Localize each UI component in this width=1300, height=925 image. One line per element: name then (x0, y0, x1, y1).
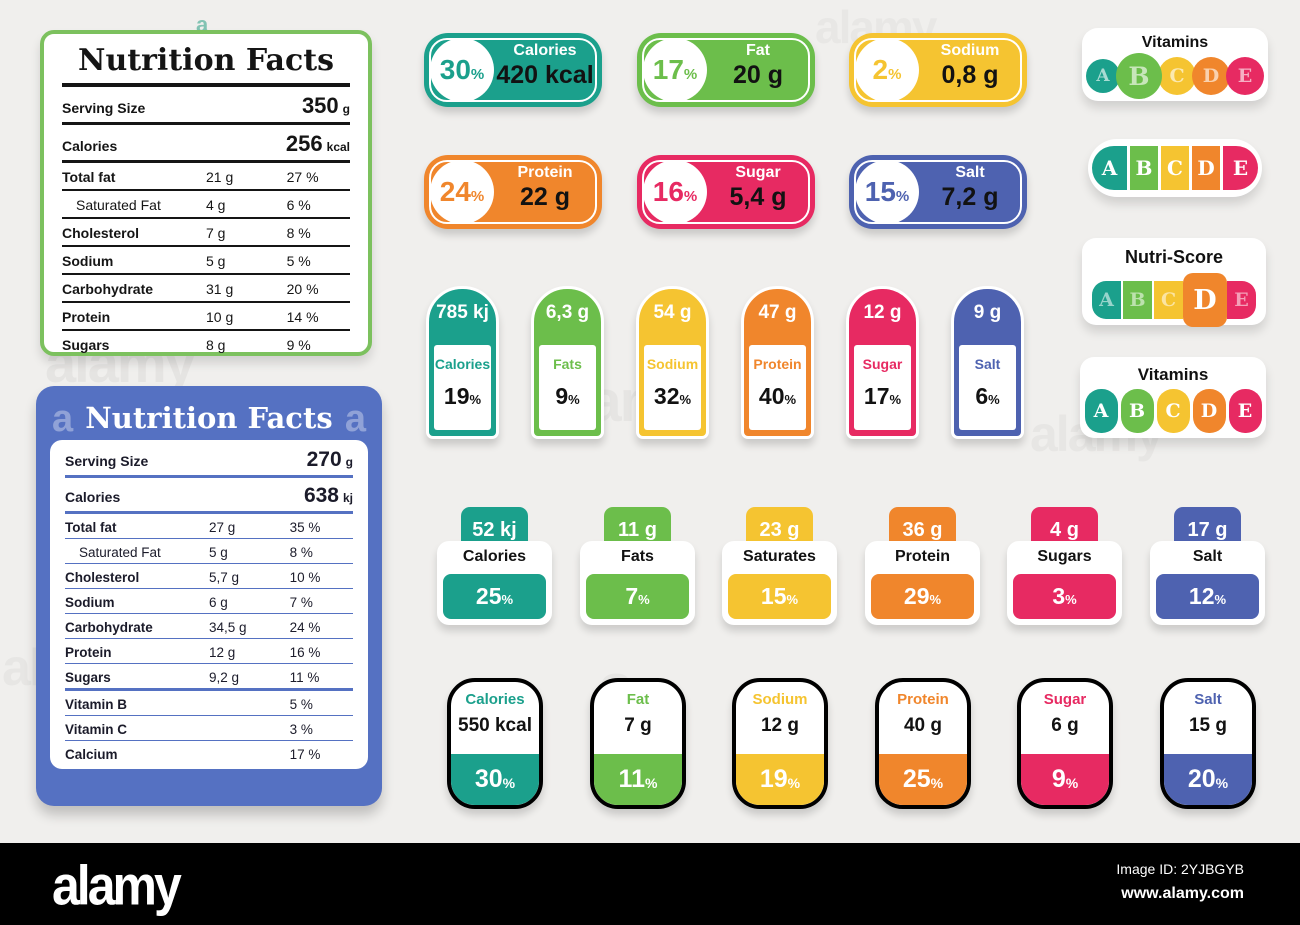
vitamin-grade-circles: A B C D E (1082, 53, 1268, 99)
pill-badge-calories: 30% Calories 420 kcal (424, 33, 602, 107)
watermark-footer-bar: alamy Image ID: 2YJBGYB www.alamy.com (0, 843, 1300, 925)
table-row: Saturated Fat 5 g 8 % (65, 539, 353, 564)
serving-size-row: Serving Size 350 g (62, 87, 350, 125)
capsule-badge-sugar: Sugar 6 g 9% (1017, 678, 1113, 809)
nutri-score-card: Nutri-Score A B C D E (1082, 238, 1266, 328)
row-label: Calories (62, 138, 118, 154)
calories-row: Calories 638 kj (65, 478, 353, 514)
table-row: Sugars 8 g 9 % (62, 337, 311, 353)
grade-segment-d: D (1192, 146, 1220, 190)
nutri-segment-e: E (1227, 281, 1256, 319)
pill-badge-fat: 17% Fat 20 g (637, 33, 815, 107)
divider (62, 83, 350, 87)
percent-circle: 30% (430, 38, 494, 102)
pill-badge-protein: 24% Protein 22 g (424, 155, 602, 229)
grade-segment-c: C (1161, 146, 1189, 190)
tag-badge-salt: 9 g Salt 6% (951, 286, 1024, 439)
nutrition-facts-table-blue: a Nutrition Facts a Serving Size 270 g Ca… (36, 386, 382, 806)
table-row: Calcium 17 % (65, 746, 321, 762)
grade-bar-card: A B C D E (1088, 139, 1262, 197)
capsule-badge-calories: Calories 550 kcal 30% (447, 678, 543, 809)
calories-row: Calories 256 kcal (62, 125, 350, 163)
nutri-score-bar: A B C D E (1082, 272, 1266, 328)
grade-segment-a: A (1092, 146, 1127, 190)
nutri-segment-b: B (1123, 281, 1152, 319)
pill-badge-salt: 15% Salt 7,2 g (849, 155, 1027, 229)
alamy-url-text: www.alamy.com (1121, 885, 1244, 902)
image-id-text: Image ID: 2YJBGYB (1116, 861, 1244, 877)
percent-circle: 16% (643, 160, 707, 224)
tag-badge-calories: 785 kj Calories 19% (426, 286, 499, 439)
grade-segment-e: E (1223, 146, 1258, 190)
nutrition-facts-table-green: Nutrition Facts Serving Size 350 g Calori… (40, 30, 372, 356)
table-row: Total fat 27 g 35 % (65, 514, 353, 539)
table-row: Cholesterol 7 g 8 % (62, 219, 350, 247)
table-row: Saturated Fat 4 g 6 % (62, 191, 350, 219)
grade-circle-c: C (1158, 57, 1196, 95)
table-title: Nutrition Facts (78, 43, 334, 78)
vitamin-grade-pills: A B C D E (1080, 389, 1266, 433)
step-badge-protein: 36 g Protein 29% (865, 507, 980, 625)
table-body: Serving Size 270 g Calories 638 kj Total f… (50, 440, 368, 769)
grade-bar: A B C D E (1088, 139, 1262, 197)
grade-circle-e: E (1226, 57, 1264, 95)
row-label: Serving Size (62, 100, 146, 116)
grade-pill-a: A (1084, 389, 1118, 433)
capsule-badge-fat: Fat 7 g 11% (590, 678, 686, 809)
table-header: a Nutrition Facts a (50, 396, 368, 440)
percent-circle: 2% (855, 38, 919, 102)
table-row: Total fat 21 g 27 % (62, 163, 350, 191)
table-title: Nutrition Facts (85, 401, 333, 435)
table-row: Cholesterol 5,7 g 10 % (65, 564, 353, 589)
grade-pill-c: C (1156, 389, 1190, 433)
percent-circle: 15% (855, 160, 919, 224)
pill-badge-sugar: 16% Sugar 5,4 g (637, 155, 815, 229)
table-row: Vitamin C 3 % (65, 716, 353, 741)
capsule-badge-sodium: Sodium 12 g 19% (732, 678, 828, 809)
table-row: Protein 10 g 14 % (62, 303, 350, 331)
grade-pill-b: B (1120, 389, 1154, 433)
table-row: Carbohydrate 34,5 g 24 % (65, 614, 353, 639)
step-badge-saturates: 23 g Saturates 15% (722, 507, 837, 625)
row-value: 256 kcal (285, 131, 350, 156)
grade-pill-d: D (1192, 389, 1226, 433)
tag-badge-sodium: 54 g Sodium 32% (636, 286, 709, 439)
capsule-badge-protein: Protein 40 g 25% (875, 678, 971, 809)
grade-circle-a: A (1086, 59, 1120, 93)
nutri-segment-c: C (1154, 281, 1183, 319)
grade-circle-b: B (1116, 53, 1162, 99)
step-badge-fats: 11 g Fats 7% (580, 507, 695, 625)
nutri-segment-a: A (1092, 281, 1121, 319)
grade-pill-e: E (1228, 389, 1262, 433)
tag-badge-protein: 47 g Protein 40% (741, 286, 814, 439)
tag-badge-sugar: 12 g Sugar 17% (846, 286, 919, 439)
serving-size-row: Serving Size 270 g (65, 442, 353, 478)
step-badge-sugars: 4 g Sugars 3% (1007, 507, 1122, 625)
table-row: Vitamin B 5 % (65, 691, 353, 716)
table-row: Carbohydrate 31 g 20 % (62, 275, 350, 303)
row-value: 350 g (301, 93, 350, 118)
percent-circle: 17% (643, 38, 707, 102)
nutri-segment-d-highlighted: D (1183, 273, 1227, 327)
pill-badge-sodium: 2% Sodium 0,8 g (849, 33, 1027, 107)
table-row: Sugars 9,2 g 11 % (65, 664, 353, 691)
table-row: Sodium 6 g 7 % (65, 589, 353, 614)
tag-badge-fats: 6,3 g Fats 9% (531, 286, 604, 439)
watermark-letter: a (52, 398, 74, 440)
step-badge-salt: 17 g Salt 12% (1150, 507, 1265, 625)
grade-circle-d: D (1192, 57, 1230, 95)
table-row: Sodium 5 g 5 % (62, 247, 350, 275)
alamy-logo: alamy (52, 854, 182, 917)
table-row: Protein 12 g 16 % (65, 639, 353, 664)
watermark-letter: a (344, 398, 366, 440)
step-badge-calories: 52 kj Calories 25% (437, 507, 552, 625)
vitamins-circles-card: Vitamins A B C D E (1082, 28, 1268, 101)
vitamins-pills-card: Vitamins A B C D E (1080, 357, 1266, 438)
capsule-badge-salt: Salt 15 g 20% (1160, 678, 1256, 809)
percent-circle: 24% (430, 160, 494, 224)
grade-segment-b: B (1130, 146, 1158, 190)
